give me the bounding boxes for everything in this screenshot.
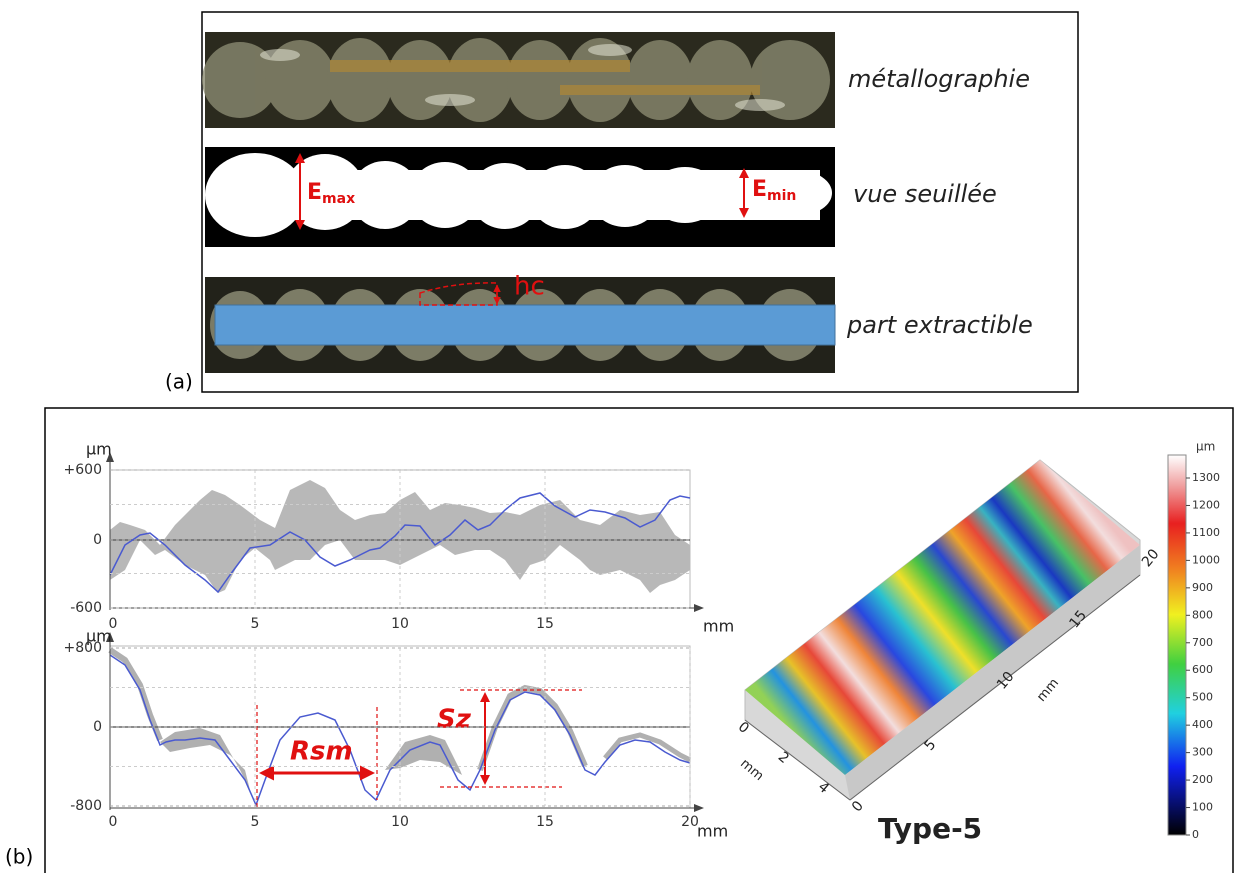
x-tick-label: 10	[391, 814, 409, 830]
y-tick-label: -800	[70, 798, 102, 814]
marker: E	[752, 177, 767, 202]
axis-tick-label: 5	[921, 737, 939, 754]
colorbar-tick-label: 800	[1192, 608, 1213, 621]
extractable-strip	[205, 277, 836, 373]
x-unit: mm	[697, 822, 728, 841]
threshold-strip	[205, 147, 835, 247]
surface-title: Type-5	[878, 812, 982, 845]
y-tick-label: -600	[70, 600, 102, 616]
x-tick-label: 15	[536, 616, 554, 632]
x-tick-label: 20	[681, 814, 699, 830]
colorbar-tick-label: 100	[1192, 801, 1213, 814]
x-tick-label: 0	[109, 616, 118, 632]
colorbar-unit: µm	[1196, 440, 1215, 454]
marker-sub: min	[767, 188, 796, 204]
sz-label: Sz	[437, 705, 472, 735]
axis-tick-label: 0	[735, 719, 752, 737]
metallography-strip	[202, 32, 835, 128]
x-tick-label: 5	[251, 616, 260, 632]
row-caption: métallographie	[848, 65, 1030, 93]
colorbar-tick-label: 1200	[1192, 498, 1220, 511]
panel-label: (a)	[165, 370, 193, 394]
y-tick-label: +600	[64, 462, 102, 478]
e-max: Emax	[307, 180, 355, 207]
colorbar-tick-label: 900	[1192, 581, 1213, 594]
colorbar-tick-label: 500	[1192, 691, 1213, 704]
colorbar	[1167, 454, 1187, 836]
panel-b-frame	[44, 407, 1234, 873]
x-tick-label: 15	[536, 814, 554, 830]
colorbar-tick-label: 1000	[1192, 553, 1220, 566]
marker: E	[307, 180, 322, 205]
row-caption: vue seuillée	[853, 180, 997, 208]
colorbar-tick-label: 1100	[1192, 526, 1220, 539]
marker-sub: max	[322, 191, 355, 207]
panel-a-frame	[201, 11, 1079, 393]
axis-tick-label: 4	[815, 779, 832, 797]
x-unit: mm	[703, 617, 734, 636]
axis-unit: mm	[1034, 676, 1062, 705]
panel-label: (b)	[5, 845, 33, 869]
y-unit: µm	[86, 627, 112, 646]
x-tick-label: 5	[251, 814, 260, 830]
colorbar-tick-label: 700	[1192, 636, 1213, 649]
profile-top	[106, 452, 704, 612]
axis-unit: mm	[737, 756, 766, 784]
y-unit: µm	[86, 440, 112, 459]
e-min: Emin	[752, 177, 796, 204]
hc-label: hc	[514, 272, 545, 302]
x-tick-label: 0	[109, 814, 118, 830]
y-tick-label: +800	[64, 640, 102, 656]
row-caption: part extractible	[846, 311, 1033, 339]
colorbar-tick-label: 200	[1192, 773, 1213, 786]
y-tick-label: 0	[93, 719, 102, 735]
surface-3d	[744, 459, 1141, 801]
colorbar-tick-label: 300	[1192, 746, 1213, 759]
colorbar-tick-label: 0	[1192, 828, 1199, 841]
colorbar-tick-label: 400	[1192, 718, 1213, 731]
profile-bottom	[106, 632, 704, 812]
axis-tick-label: 0	[849, 798, 867, 815]
y-tick-label: 0	[93, 532, 102, 548]
colorbar-tick-label: 1300	[1192, 471, 1220, 484]
rsm-label: Rsm	[290, 737, 353, 767]
axis-tick-label: 2	[775, 749, 792, 767]
colorbar-tick-label: 600	[1192, 663, 1213, 676]
x-tick-label: 10	[391, 616, 409, 632]
axis-tick-label: 20	[1139, 546, 1163, 570]
